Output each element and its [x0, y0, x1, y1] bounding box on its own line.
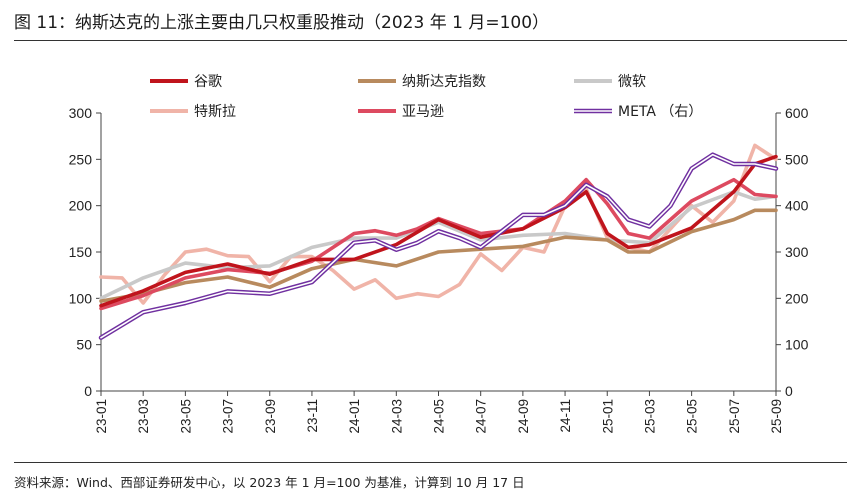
right-y-tick-label: 300 — [785, 244, 809, 260]
legend-label: 特斯拉 — [194, 104, 236, 120]
x-tick-label: 24-07 — [474, 399, 489, 434]
right-y-tick-label: 400 — [785, 198, 809, 214]
series-line-meta-inner — [100, 153, 777, 339]
legend-label: 亚马逊 — [402, 104, 444, 120]
series-line-微软 — [99, 190, 778, 301]
x-tick-label: 23-11 — [305, 399, 320, 433]
left-y-tick-label: 250 — [69, 151, 93, 167]
x-tick-label: 24-09 — [516, 399, 531, 434]
bottom-rule — [14, 462, 847, 463]
legend-label: 谷歌 — [194, 74, 222, 90]
series-line-meta-outer — [98, 152, 779, 340]
left-y-tick-label: 300 — [69, 105, 93, 121]
right-y-tick-label: 600 — [785, 105, 809, 121]
right-y-tick-label: 500 — [785, 151, 809, 167]
legend-label: META （右） — [618, 104, 702, 120]
x-tick-label: 24-03 — [389, 399, 404, 434]
x-tick-label: 24-05 — [432, 399, 447, 434]
x-tick-label: 25-07 — [727, 399, 742, 434]
x-tick-label: 23-01 — [94, 399, 109, 434]
x-tick-label: 24-01 — [347, 399, 362, 434]
left-y-tick-label: 150 — [69, 244, 93, 260]
line-chart: 0 50 100 150 200 250 300 0 100 200 300 400 500 600 23-… — [69, 74, 809, 434]
left-y-tick-label: 50 — [76, 337, 92, 353]
legend-label: 纳斯达克指数 — [402, 74, 486, 90]
series-line-特斯拉 — [99, 143, 778, 305]
x-tick-label: 25-09 — [769, 399, 784, 434]
x-tick-label: 23-03 — [136, 399, 151, 434]
right-y-tick-label: 100 — [785, 337, 809, 353]
source-note: 资料来源：Wind、西部证券研发中心，以 2023 年 1 月=100 为基准，… — [14, 475, 525, 490]
x-tick-label: 23-07 — [221, 399, 236, 434]
x-tick-label: 23-09 — [263, 399, 278, 434]
left-y-tick-label: 200 — [69, 198, 93, 214]
left-y-tick-label: 100 — [69, 290, 93, 306]
x-tick-label: 23-05 — [178, 399, 193, 434]
x-tick-label: 25-03 — [642, 399, 657, 434]
x-tick-label: 25-05 — [685, 399, 700, 434]
right-y-tick-label: 200 — [785, 290, 809, 306]
top-rule — [14, 40, 847, 41]
x-tick-label: 25-01 — [600, 399, 615, 434]
x-tick-label: 24-11 — [558, 399, 573, 433]
right-y-tick-label: 0 — [785, 383, 793, 399]
left-y-tick-label: 0 — [84, 383, 92, 399]
legend-label: 微软 — [618, 74, 646, 90]
figure-title: 图 11：纳斯达克的上涨主要由几只权重股推动（2023 年 1 月=100） — [14, 13, 550, 33]
